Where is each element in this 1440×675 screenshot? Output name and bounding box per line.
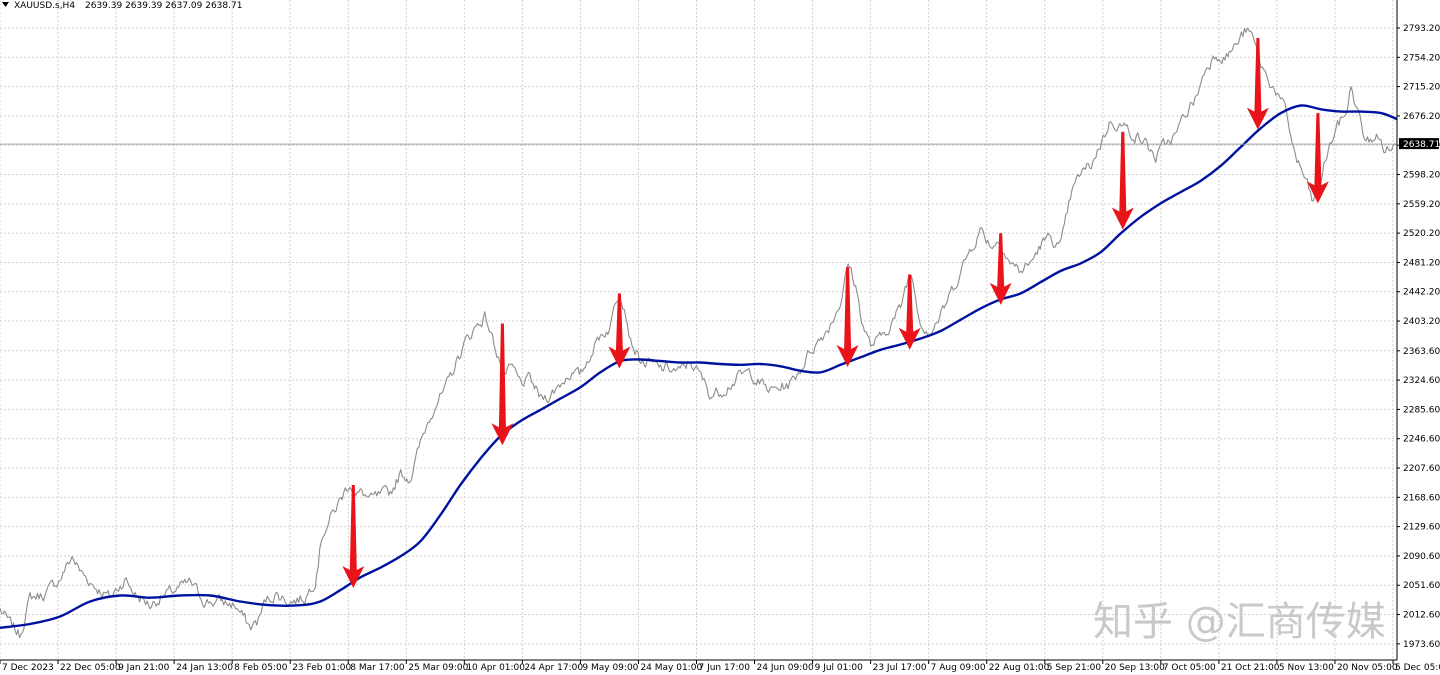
down-arrow [491,323,514,446]
down-arrow [836,267,859,367]
y-tick-label: 2403.20 [1403,317,1440,327]
x-tick-label: 24 May 01:00 [640,663,702,673]
x-tick-label: 5 Nov 13:00 [1279,663,1334,673]
symbol-dropdown-icon[interactable] [2,2,9,7]
current-price-label: 2638.71 [1403,140,1440,150]
y-tick-label: 2168.60 [1403,493,1440,503]
y-tick-label: 2207.60 [1403,464,1440,474]
down-arrow [1111,131,1134,230]
down-arrow [1306,113,1329,204]
down-arrow [342,485,365,588]
y-tick-label: 2598.20 [1403,171,1440,181]
price-line [0,27,1397,639]
y-tick-label: 2285.60 [1403,405,1440,415]
ohlc-label: 2639.39 2639.39 2637.09 2638.71 [85,1,242,11]
x-tick-label: 22 Aug 01:00 [989,663,1050,673]
x-tick-label: 5 Sep 21:00 [1047,663,1102,673]
y-axis: 1973.60 2012.60 2051.60 2090.60 2129.60 2168.… [1397,24,1440,650]
x-tick-label: 24 Apr 17:00 [524,663,583,673]
x-axis: 7 Dec 2023 22 Dec 05:009 Jan 21:00 24 Jan … [0,660,1440,673]
watermark: 知乎 @汇商传媒 [1093,599,1386,645]
x-tick-label: 5 Dec 05:00 [1395,663,1440,673]
y-tick-label: 2246.60 [1403,435,1440,445]
y-tick-label: 2715.20 [1403,83,1440,93]
current-price-tag-bg [1399,138,1439,150]
y-tick-label: 2051.60 [1403,581,1440,591]
x-tick-label: 20 Sep 13:00 [1105,663,1165,673]
current-price-tag: 2638.71 [1399,138,1440,150]
x-tick-label: 22 Dec 05:00 [60,663,121,673]
x-tick-label: 9 Jan 21:00 [118,663,170,673]
y-tick-label: 2520.20 [1403,229,1440,239]
y-tick-label: 2754.20 [1403,53,1440,63]
series-layer [0,27,1397,639]
x-tick-label: 7 Oct 05:00 [1163,663,1216,673]
x-tick-label: 9 May 09:00 [582,663,638,673]
y-tick-label: 2676.20 [1403,112,1440,122]
x-tick-label: 7 Jun 17:00 [698,663,750,673]
x-tick-label: 7 Dec 2023 [2,663,54,673]
x-tick-label: 25 Mar 09:00 [408,663,468,673]
header: XAUUSD.s,H4 2639.39 2639.39 2637.09 2638… [2,1,242,11]
y-tick-label: 2012.60 [1403,611,1440,621]
x-tick-label: 7 Aug 09:00 [931,663,986,673]
down-arrow [608,293,631,369]
x-tick-label: 24 Jan 13:00 [176,663,233,673]
x-tick-label: 9 Jul 01:00 [815,663,864,673]
y-tick-label: 2090.60 [1403,552,1440,562]
grid [0,0,1397,660]
x-tick-label: 20 Nov 05:00 [1337,663,1398,673]
x-tick-label: 21 Oct 21:00 [1221,663,1280,673]
x-tick-label: 10 Apr 01:00 [466,663,525,673]
down-arrow [1246,37,1269,130]
y-tick-label: 2481.20 [1403,258,1440,268]
x-tick-label: 8 Feb 05:00 [234,663,288,673]
x-tick-label: 23 Jul 17:00 [873,663,927,673]
x-tick-label: 23 Feb 01:00 [292,663,351,673]
y-tick-label: 2129.60 [1403,523,1440,533]
x-tick-label: 24 Jun 09:00 [757,663,814,673]
y-tick-label: 2324.60 [1403,376,1440,386]
y-tick-label: 2559.20 [1403,200,1440,210]
symbol-label: XAUUSD.s,H4 [14,1,75,11]
y-tick-label: 2363.60 [1403,347,1440,357]
y-tick-label: 1973.60 [1403,640,1440,650]
arrow-layer [342,37,1329,588]
y-tick-label: 2793.20 [1403,24,1440,34]
moving-average-line [0,104,1397,629]
y-tick-label: 2442.20 [1403,288,1440,298]
x-tick-label: 8 Mar 17:00 [350,663,405,673]
down-arrow [898,274,921,350]
down-arrow [989,233,1012,305]
